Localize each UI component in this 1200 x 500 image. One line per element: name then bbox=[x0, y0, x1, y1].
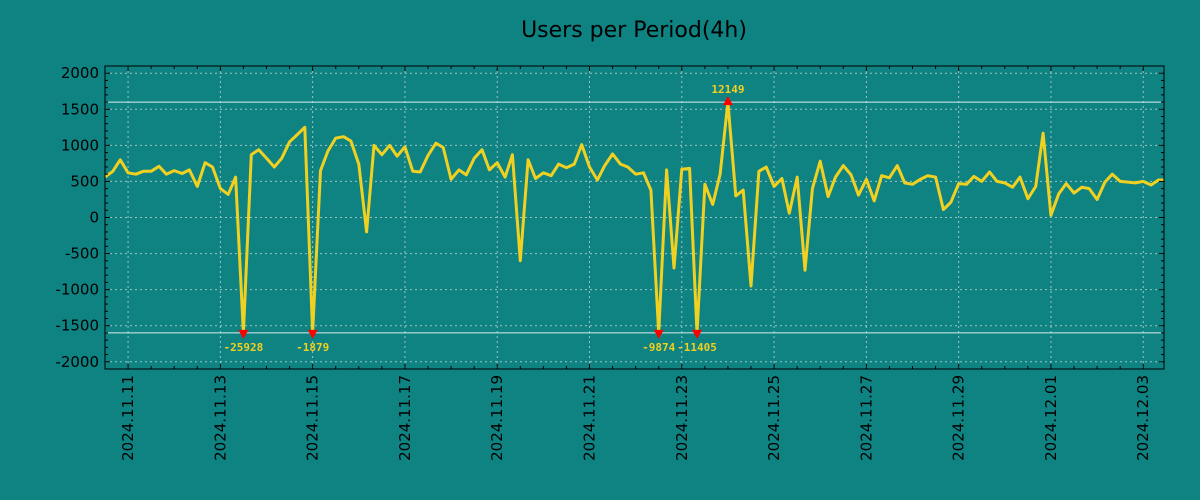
x-tick-label: 2024.11.13 bbox=[211, 375, 229, 461]
y-tick-label: 1500 bbox=[61, 100, 99, 118]
annotation-label: -25928 bbox=[224, 341, 264, 354]
annotation-label: -9874 bbox=[642, 341, 675, 354]
extreme-marker-min bbox=[692, 329, 703, 339]
users-series-line bbox=[104, 100, 1164, 335]
x-tick-label: 2024.11.15 bbox=[304, 375, 322, 461]
x-tick-label: 2024.11.27 bbox=[857, 375, 875, 461]
y-tick-label: -1000 bbox=[55, 281, 99, 299]
extreme-marker-min bbox=[238, 329, 249, 339]
x-tick-label: 2024.11.19 bbox=[488, 375, 506, 461]
extreme-marker-min bbox=[653, 329, 664, 339]
annotation-label: 12149 bbox=[711, 83, 744, 96]
y-tick-label: -500 bbox=[65, 245, 99, 263]
y-tick-label: -2000 bbox=[55, 353, 99, 371]
annotation-label: -11405 bbox=[677, 341, 717, 354]
extreme-marker-max bbox=[722, 96, 733, 106]
annotation-label: -1879 bbox=[296, 341, 329, 354]
chart-title: Users per Period(4h) bbox=[521, 18, 747, 43]
x-tick-label: 2024.11.21 bbox=[581, 375, 599, 461]
y-tick-label: 2000 bbox=[61, 64, 99, 82]
x-tick-label: 2024.12.01 bbox=[1042, 375, 1060, 461]
extreme-markers: -25928 -1879 -9874 -11405 12149 bbox=[224, 83, 745, 354]
extreme-marker-min bbox=[307, 329, 318, 339]
y-tick-label: 0 bbox=[89, 209, 99, 227]
y-tick-label: 500 bbox=[70, 172, 99, 190]
x-tick-label: 2024.11.23 bbox=[673, 375, 691, 461]
y-tick-label: -1500 bbox=[55, 317, 99, 335]
x-tick-label: 2024.11.11 bbox=[119, 375, 137, 461]
x-tick-label: 2024.12.03 bbox=[1134, 375, 1152, 461]
grid-lines bbox=[105, 66, 1164, 369]
x-tick-label: 2024.11.17 bbox=[396, 375, 414, 461]
reference-lines bbox=[105, 101, 1164, 334]
axis-ticks: 2000 1500 1000 500 0 -500 -1000 -1500 -2000 2024.… bbox=[55, 64, 1164, 461]
x-tick-label: 2024.11.29 bbox=[950, 375, 968, 461]
x-tick-label: 2024.11.25 bbox=[765, 375, 783, 461]
y-tick-label: 1000 bbox=[61, 136, 99, 154]
